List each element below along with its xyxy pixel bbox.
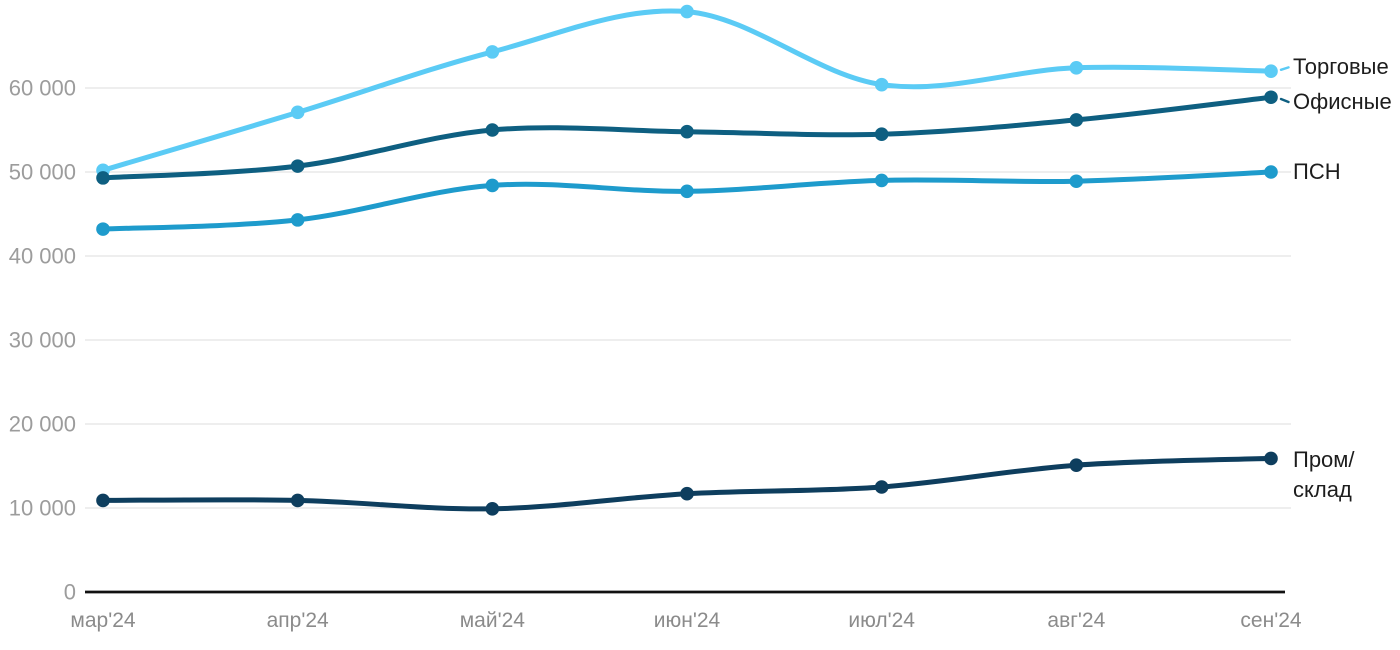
data-point-3-6[interactable] [1264, 451, 1278, 466]
y-axis-tick-label: 20 000 [9, 412, 76, 437]
data-point-1-0[interactable] [96, 171, 110, 185]
series-label-psn: ПСН [1293, 159, 1341, 184]
data-point-2-3[interactable] [680, 184, 694, 199]
data-point-0-2[interactable] [485, 45, 500, 59]
x-axis-tick-label: июн'24 [654, 609, 721, 632]
series-line-0 [100, 8, 1274, 173]
data-point-3-0[interactable] [96, 493, 110, 508]
data-point-2-5[interactable] [1069, 174, 1084, 189]
data-point-3-2[interactable] [485, 502, 500, 516]
data-point-0-5[interactable] [1069, 61, 1084, 75]
data-point-3-3[interactable] [680, 486, 694, 501]
data-point-3-1[interactable] [290, 493, 305, 508]
data-point-0-3[interactable] [680, 4, 694, 19]
series-label-torgovye: Торговые [1293, 54, 1389, 80]
y-axis-tick-label: 10 000 [9, 496, 76, 521]
x-axis-tick-label: июл'24 [848, 609, 915, 632]
x-axis-tick-label: май'24 [460, 609, 526, 632]
data-point-3-4[interactable] [874, 480, 889, 494]
label-leader-dash [1279, 66, 1290, 72]
series-label-line: склад [1293, 477, 1352, 503]
data-point-1-2[interactable] [485, 123, 500, 137]
x-axis-tick-label: апр'24 [267, 609, 329, 632]
data-point-3-5[interactable] [1069, 458, 1084, 472]
x-axis-tick-label: сен'24 [1240, 609, 1301, 632]
series-line-2 [100, 169, 1274, 232]
series-label-line: Пром/ [1293, 447, 1355, 473]
data-point-1-5[interactable] [1069, 113, 1084, 127]
data-point-1-3[interactable] [680, 124, 694, 139]
data-point-2-1[interactable] [290, 213, 305, 227]
x-axis-tick-label: авг'24 [1047, 609, 1105, 632]
data-point-2-4[interactable] [874, 173, 889, 188]
data-point-0-1[interactable] [290, 105, 305, 120]
x-axis-tick-label: мар'24 [70, 609, 135, 632]
data-point-1-6[interactable] [1264, 90, 1278, 105]
data-point-0-4[interactable] [874, 77, 889, 92]
series-label-ofisnye: Офисные [1293, 89, 1392, 115]
y-axis-tick-label: 50 000 [9, 160, 76, 185]
y-axis-tick-label: 30 000 [9, 328, 76, 353]
data-point-0-6[interactable] [1264, 64, 1278, 78]
y-axis-tick-label: 60 000 [9, 76, 76, 101]
data-point-1-4[interactable] [874, 127, 889, 141]
series-line-3 [100, 455, 1274, 512]
series-label-prom-sklad: Пром/склад [1293, 445, 1355, 505]
y-axis-tick-label: 40 000 [9, 244, 76, 269]
data-point-1-1[interactable] [290, 159, 305, 173]
data-point-2-2[interactable] [485, 178, 500, 193]
label-leader-dash [1279, 97, 1290, 104]
data-point-2-0[interactable] [96, 222, 110, 236]
y-axis-tick-label: 0 [64, 580, 76, 605]
data-point-2-6[interactable] [1264, 165, 1278, 179]
